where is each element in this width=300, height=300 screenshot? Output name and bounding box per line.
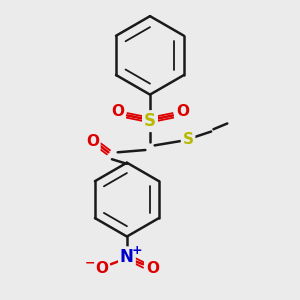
Text: O: O <box>111 104 124 119</box>
Text: S: S <box>183 132 194 147</box>
Text: S: S <box>144 112 156 130</box>
Text: −: − <box>85 256 95 270</box>
Text: O: O <box>176 104 189 119</box>
Text: O: O <box>146 261 159 276</box>
Text: O: O <box>95 261 108 276</box>
Text: O: O <box>86 134 99 149</box>
Text: +: + <box>132 244 142 257</box>
Text: N: N <box>120 248 134 266</box>
